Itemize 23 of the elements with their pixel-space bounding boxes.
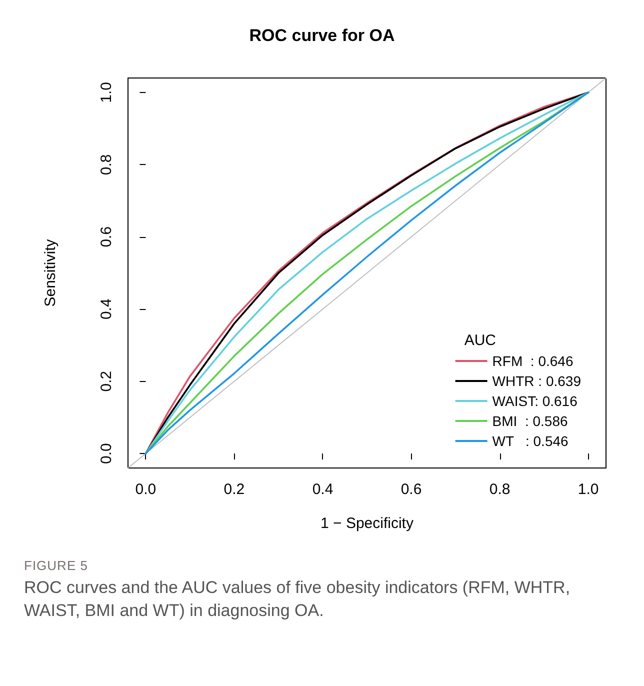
y-axis-title: Sensitivity	[42, 238, 59, 307]
y-tick-label: 0.2	[98, 370, 115, 392]
x-tick-label: 0.6	[400, 481, 422, 498]
x-tick-label: 0.0	[135, 481, 156, 498]
legend-label: RFM : 0.646	[492, 353, 574, 369]
legend-label: WHTR : 0.639	[492, 373, 582, 389]
y-tick-label: 1.0	[98, 82, 115, 103]
y-tick-label: 0.4	[98, 298, 115, 320]
y-tick-label: 0.6	[98, 226, 115, 248]
y-tick-label: 0.8	[98, 154, 115, 176]
x-tick-label: 0.8	[489, 481, 510, 498]
legend-label: BMI : 0.586	[492, 413, 568, 429]
x-tick-label: 0.2	[224, 481, 245, 498]
x-axis-title: 1 − Specificity	[320, 515, 414, 532]
x-tick-label: 1.0	[578, 481, 599, 498]
chart-title: ROC curve for OA	[249, 26, 395, 45]
x-tick-label: 0.4	[312, 481, 334, 498]
legend-label: WAIST: 0.616	[492, 393, 578, 409]
legend-label: WT : 0.546	[492, 433, 569, 449]
caption: FIGURE 5	[24, 558, 89, 573]
y-tick-label: 0.0	[98, 443, 115, 464]
text: ROC curves and the AUC values of five obesity indicators (RFM, WHTR, WAIST, BMI and WT) in diagnosing OA.	[24, 577, 572, 622]
legend-title: AUC	[464, 332, 496, 349]
